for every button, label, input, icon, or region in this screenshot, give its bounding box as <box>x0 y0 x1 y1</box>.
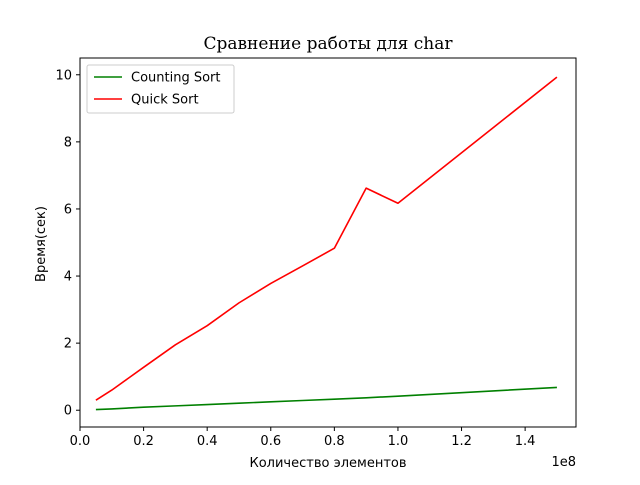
y-axis-label: Время(сек) <box>34 206 49 282</box>
y-tick-label: 10 <box>55 68 72 83</box>
axes-frame <box>79 57 577 428</box>
y-tick-label: 2 <box>64 337 72 352</box>
chart-title: Сравнение работы для char <box>203 34 453 54</box>
x-tick-label: 0.2 <box>133 434 154 449</box>
y-tick-label: 8 <box>64 135 72 150</box>
series-line-quick-sort <box>95 76 558 401</box>
y-tick-label: 4 <box>64 270 72 285</box>
y-tick-label: 6 <box>64 202 72 217</box>
x-tick-label: 1.2 <box>451 434 472 449</box>
legend-box <box>86 64 235 114</box>
series-line-counting-sort <box>95 386 557 411</box>
x-axis-offset-label: 1e8 <box>551 455 576 470</box>
x-tick-label: 1.4 <box>515 434 536 449</box>
x-tick-label: 0.0 <box>70 434 91 449</box>
x-axis-label: Количество элементов <box>249 456 406 471</box>
x-tick-label: 0.8 <box>324 434 345 449</box>
plot-area: 0.0 0.2 0.4 0.6 0.8 1.0 1.2 1.4 0 2 4 6 8 10 <box>55 57 577 449</box>
x-tick-label: 0.4 <box>197 434 218 449</box>
legend-label: Counting Sort <box>131 71 221 86</box>
legend-label: Quick Sort <box>131 93 199 108</box>
x-tick-label: 1.0 <box>388 434 409 449</box>
legend: Counting Sort Quick Sort <box>86 64 235 114</box>
x-tick-label: 0.6 <box>260 434 281 449</box>
y-tick-label: 0 <box>64 404 72 419</box>
